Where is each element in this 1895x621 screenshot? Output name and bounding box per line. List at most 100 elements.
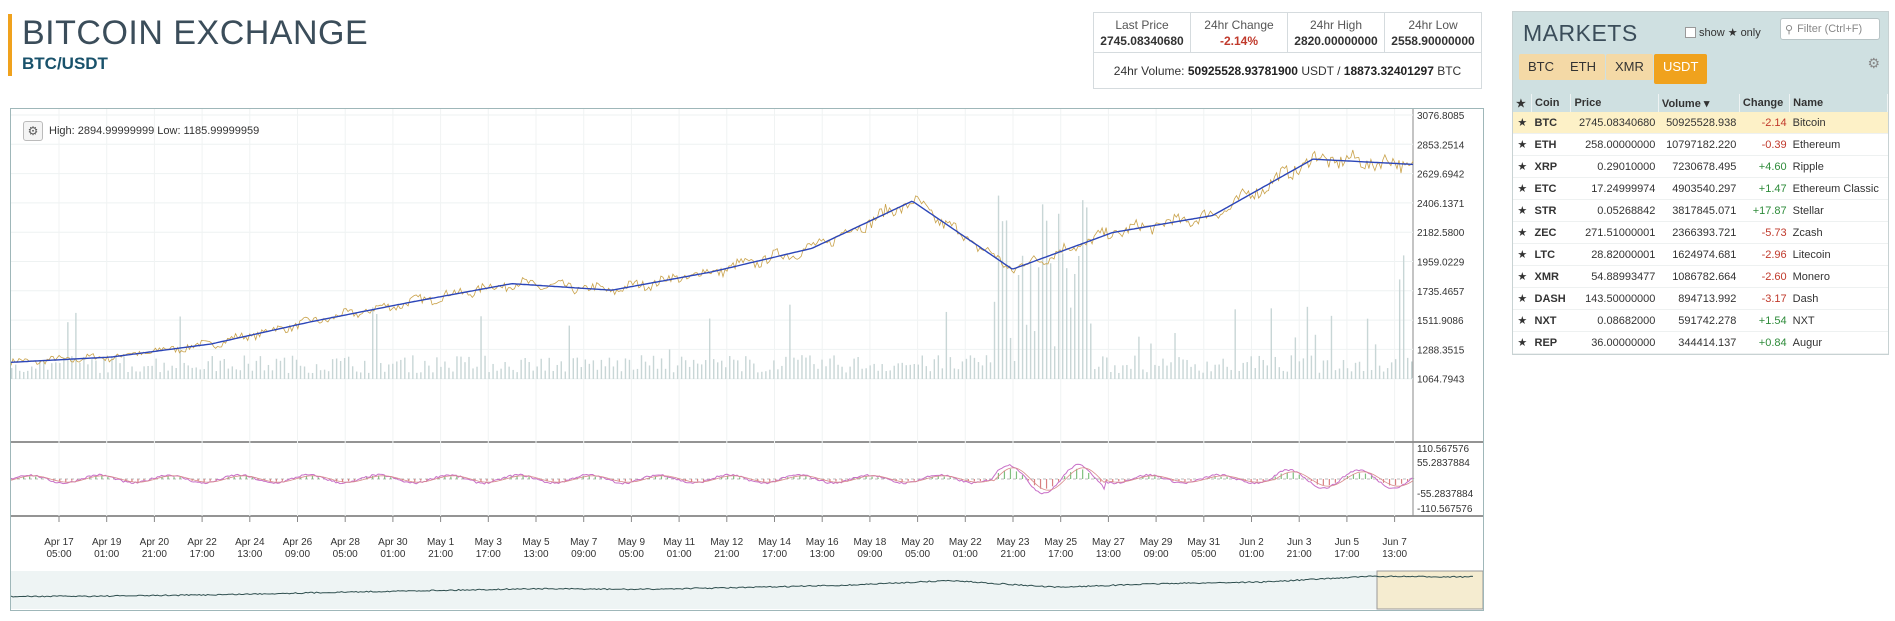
col-volume[interactable]: Volume ▾ (1658, 94, 1740, 112)
volume-bar (79, 362, 81, 379)
table-row[interactable]: ★ XRP 0.29010000 7230678.495 +4.60 Ripple (1513, 155, 1888, 178)
time-tick-label: Apr 30 (378, 537, 408, 548)
time-tick-label: 13:00 (1382, 549, 1407, 560)
coin-volume: 10797182.220 (1658, 133, 1740, 156)
volume-bar (432, 372, 434, 379)
col-coin[interactable]: Coin (1531, 94, 1572, 112)
volume-bar (1338, 368, 1341, 379)
macd-histogram-bar (1413, 478, 1415, 479)
volume-bar (1134, 355, 1136, 379)
macd-histogram-bar (721, 476, 723, 479)
macd-histogram-bar (1057, 479, 1060, 482)
volume-bar (1025, 324, 1028, 379)
macd-histogram-bar (1406, 479, 1409, 482)
table-row[interactable]: ★ LTC 28.82000001 1624974.681 -2.96 Litecoin (1513, 243, 1888, 266)
macd-histogram-bar (1027, 479, 1030, 481)
coin-name: Bitcoin (1789, 112, 1888, 134)
volume-bar (255, 360, 258, 379)
tab-btc[interactable]: BTC (1519, 54, 1563, 80)
price-chart[interactable]: 3076.8085 2853.2514 2629.6942 2406.1371 2182… (10, 108, 1484, 611)
macd-histogram-bar (1334, 479, 1336, 483)
table-row[interactable]: ★ ETC 17.24999974 4903540.297 +1.47 Ethereum … (1513, 177, 1888, 200)
volume-bar (412, 355, 414, 379)
volume-bar (769, 369, 771, 379)
chart-svg[interactable]: 3076.8085 2853.2514 2629.6942 2406.1371 2182… (11, 109, 1483, 610)
volume-bar (1266, 365, 1268, 379)
col-price[interactable]: Price (1570, 94, 1659, 112)
macd-histogram-bar (215, 479, 217, 481)
volume-bar (231, 366, 234, 379)
show-only-toggle[interactable]: show ★ only (1685, 26, 1761, 39)
time-tick-label: Apr 28 (330, 537, 360, 548)
star-icon[interactable]: ★ (1513, 265, 1532, 288)
table-row[interactable]: ★ STR 0.05268842 3817845.071 +17.87 Stellar (1513, 199, 1888, 222)
table-row[interactable]: ★ ETH 258.00000000 10797182.220 -0.39 Ethereu… (1513, 133, 1888, 156)
star-icon[interactable]: ★ (1513, 287, 1532, 310)
macd-histogram-bar (1400, 479, 1403, 484)
coin-volume: 894713.992 (1658, 287, 1740, 310)
macd-histogram-bar (59, 479, 61, 482)
star-icon[interactable]: ★ (1513, 331, 1532, 354)
time-tick-label: 21:00 (714, 549, 739, 560)
volume-bar (1238, 370, 1240, 379)
table-row[interactable]: ★ XMR 54.88993477 1086782.664 -2.60 Monero (1513, 265, 1888, 288)
volume-bar (520, 359, 522, 379)
volume-bar (1001, 221, 1004, 379)
table-row[interactable]: ★ BTC 2745.08340680 50925528.938 -2.14 Bitcoi… (1513, 112, 1888, 134)
time-tick-label: May 31 (1187, 537, 1220, 548)
tab-eth[interactable]: ETH (1561, 54, 1605, 80)
macd-histogram-bar (257, 479, 259, 480)
star-icon[interactable]: ★ (1513, 155, 1532, 178)
table-row[interactable]: ★ REP 36.00000000 344414.137 +0.84 Augur (1513, 331, 1888, 354)
moving-average-line (11, 158, 1414, 363)
macd-histogram-bar (985, 479, 987, 480)
macd-histogram-bar (901, 479, 903, 482)
table-row[interactable]: ★ NXT 0.08682000 591742.278 +1.54 NXT (1513, 309, 1888, 332)
star-icon[interactable]: ★ (1513, 133, 1532, 156)
stat-value: 2558.90000000 (1391, 34, 1475, 48)
table-row[interactable]: ★ DASH 143.50000000 894713.992 -3.17 Dash (1513, 287, 1888, 310)
volume-bar (215, 371, 217, 379)
volume-bar (997, 195, 1000, 379)
star-icon[interactable]: ★ (1513, 309, 1532, 332)
macd-histogram-bar (949, 477, 951, 479)
macd-histogram-bar (408, 479, 410, 482)
markets-table: ★ Coin Price Volume ▾ Change Name ★ BTC 27… (1513, 94, 1888, 354)
star-column-icon[interactable]: ★ (1513, 94, 1532, 112)
macd-histogram-bar (1082, 469, 1084, 479)
time-tick-label: 09:00 (285, 549, 310, 560)
coin-price: 0.08682000 (1570, 309, 1659, 332)
volume-bar (347, 356, 350, 379)
macd-histogram-bar (967, 479, 969, 482)
volume-bar (195, 367, 197, 379)
tab-xmr[interactable]: XMR (1606, 54, 1653, 80)
time-tick-label: 21:00 (142, 549, 167, 560)
volume-bar (833, 355, 835, 379)
volume-bar (359, 372, 362, 379)
coin-name: Ethereum Classic (1789, 177, 1888, 200)
time-tick-label: Jun 2 (1239, 537, 1264, 548)
only-label: only (1740, 26, 1761, 39)
macd-histogram-bar (1094, 477, 1096, 479)
filter-input[interactable]: ⚲ Filter (Ctrl+F) (1780, 18, 1880, 40)
volume-bar (1090, 323, 1092, 379)
star-icon[interactable]: ★ (1513, 221, 1532, 244)
col-change[interactable]: Change (1739, 94, 1791, 112)
star-icon[interactable]: ★ (1513, 177, 1532, 200)
volume-bar (199, 369, 201, 379)
tab-usdt[interactable]: USDT (1654, 54, 1708, 84)
volume-bar (773, 360, 775, 379)
volume-bar (103, 359, 105, 379)
table-row[interactable]: ★ ZEC 271.51000001 2366393.721 -5.73 Zcash (1513, 221, 1888, 244)
markets-gear-icon[interactable]: ⚙ (1867, 55, 1880, 71)
navigator-bg (11, 571, 1483, 609)
volume-bar (143, 366, 145, 379)
star-icon[interactable]: ★ (1513, 199, 1532, 222)
show-checkbox[interactable] (1685, 27, 1696, 38)
star-icon[interactable]: ★ (1513, 243, 1532, 266)
stat-change: 24hr Change -2.14% (1191, 13, 1288, 53)
star-icon[interactable]: ★ (1513, 112, 1532, 134)
volume-bar (91, 359, 93, 379)
chart-settings-gear-icon[interactable]: ⚙ (23, 121, 43, 141)
col-name[interactable]: Name (1789, 94, 1888, 112)
